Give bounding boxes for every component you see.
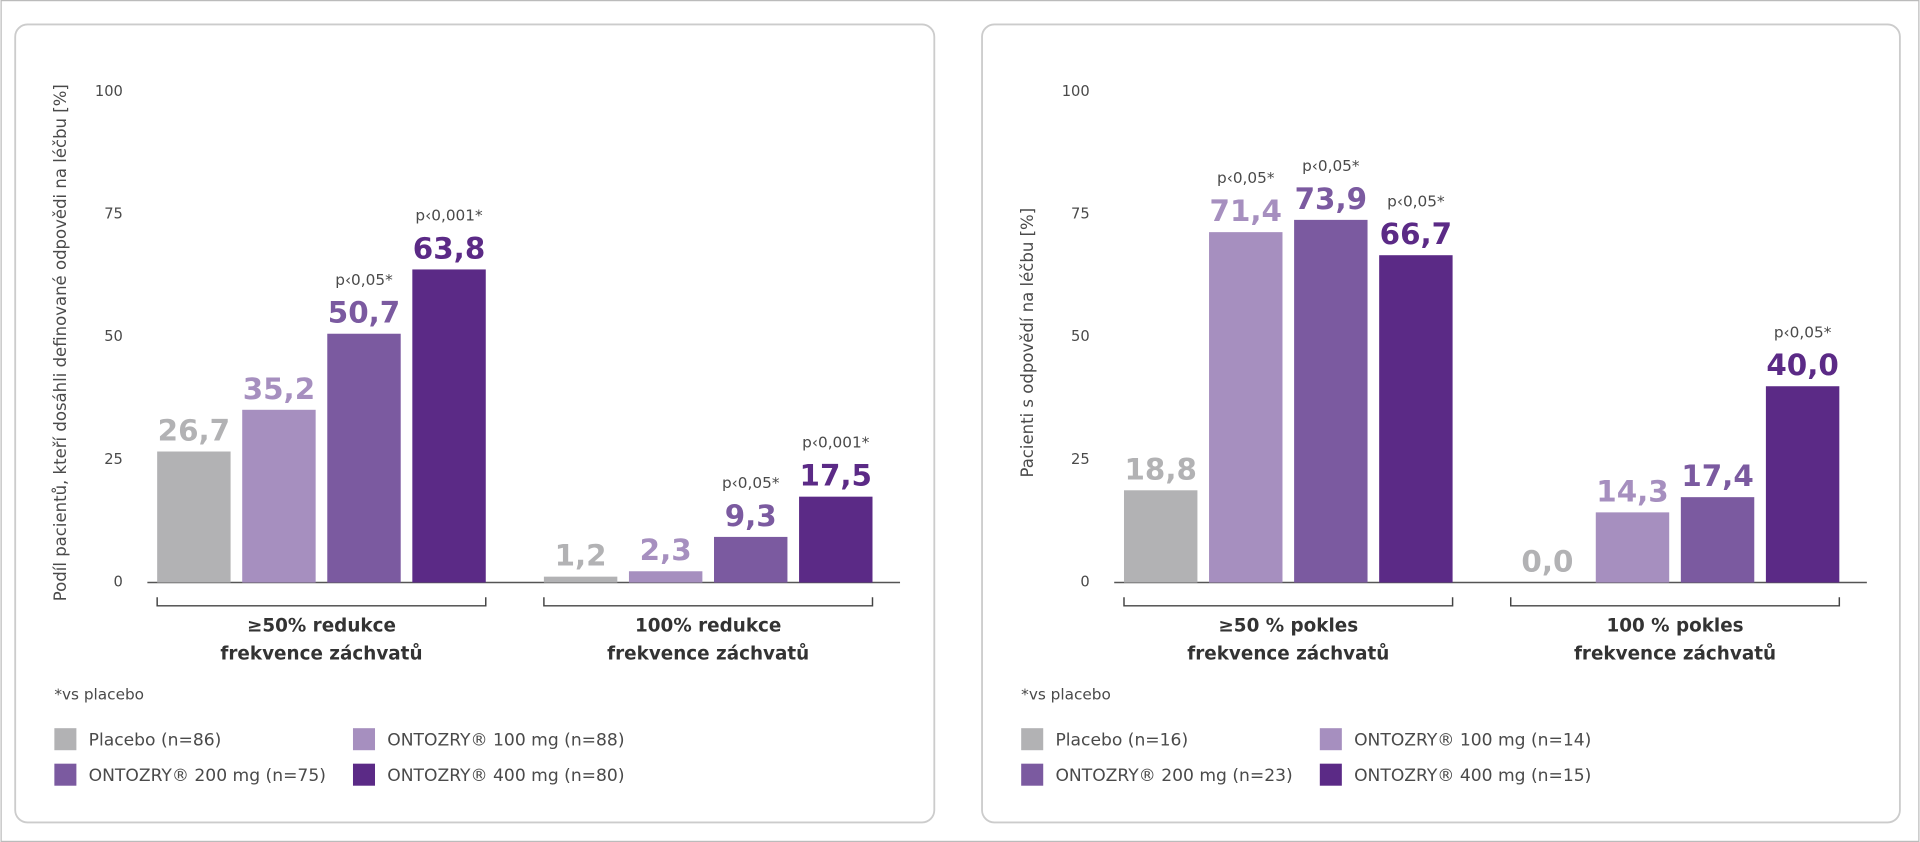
- value-label: 1,2: [555, 539, 607, 573]
- legend-label: ONTOZRY® 100 mg (n=88): [387, 730, 624, 750]
- y-tick-label: 50: [1071, 328, 1090, 345]
- value-label: 71,4: [1210, 194, 1282, 228]
- legend-swatch: [54, 728, 77, 751]
- legend-swatch: [1319, 728, 1342, 751]
- y-tick-label: 0: [114, 574, 123, 591]
- y-tick-label: 75: [1071, 205, 1090, 222]
- legend-swatch: [352, 728, 376, 751]
- bar: [1765, 386, 1840, 583]
- y-tick-label: 75: [104, 205, 123, 222]
- legend-label: Placebo (n=16): [1055, 730, 1188, 750]
- footnote: *vs placebo: [54, 686, 144, 704]
- bar: [628, 571, 703, 583]
- x-category-label-box: 100% redukce frekvence záchvatů: [607, 614, 810, 665]
- y-axis-label: Pacienti s odpovědí na léčbu [%]: [1018, 208, 1037, 478]
- bar: [1680, 497, 1755, 583]
- value-label: 40,0: [1766, 348, 1838, 382]
- value-label: 17,4: [1681, 459, 1753, 493]
- value-label: 66,7: [1380, 217, 1452, 251]
- p-value-label: p‹0,05*: [1302, 157, 1360, 175]
- value-label: 9,3: [725, 499, 777, 533]
- legend-label: ONTOZRY® 200 mg (n=75): [89, 766, 326, 786]
- bar: [543, 576, 618, 583]
- value-label: 2,3: [640, 533, 692, 567]
- bar: [1294, 219, 1368, 583]
- value-label: 0,0: [1521, 545, 1573, 579]
- legend-label: Placebo (n=86): [89, 730, 222, 750]
- bracket: [156, 597, 487, 607]
- x-category-label-box: ≥50% redukce frekvence záchvatů: [220, 614, 423, 665]
- bar: [714, 536, 788, 583]
- bar: [327, 333, 401, 583]
- y-tick-label: 25: [1071, 451, 1090, 468]
- footnote: *vs placebo: [1021, 686, 1111, 704]
- value-label: 35,2: [243, 372, 315, 406]
- bar: [799, 496, 873, 583]
- y-tick-label: 50: [104, 328, 123, 345]
- x-category-label: ≥50% redukce frekvence záchvatů: [220, 614, 423, 665]
- bar: [242, 409, 316, 583]
- p-value-label: p‹0,05*: [1774, 323, 1832, 341]
- legend-label: ONTOZRY® 100 mg (n=14): [1354, 730, 1591, 750]
- legend-swatch: [1319, 763, 1342, 786]
- legend-swatch: [352, 763, 376, 786]
- y-tick-label: 100: [95, 83, 123, 100]
- bracket: [1123, 597, 1454, 607]
- bar: [1209, 232, 1283, 583]
- bracket: [1509, 597, 1841, 607]
- p-value-label: p‹0,05*: [1387, 192, 1445, 210]
- p-value-label: p‹0,05*: [722, 474, 780, 492]
- y-tick-label: 25: [104, 451, 123, 468]
- value-label: 14,3: [1596, 474, 1668, 508]
- p-value-label: p‹0,05*: [335, 271, 393, 289]
- bar: [412, 269, 486, 583]
- bracket: [543, 597, 874, 607]
- legend-label: ONTOZRY® 200 mg (n=23): [1055, 766, 1292, 786]
- value-label: 50,7: [328, 296, 400, 330]
- y-tick-label: 0: [1080, 574, 1089, 591]
- x-category-label-box: 100 % pokles frekvence záchvatů: [1573, 614, 1777, 665]
- value-label: 18,8: [1124, 452, 1196, 486]
- bar: [1379, 255, 1453, 583]
- y-tick-label: 100: [1062, 83, 1090, 100]
- x-category-label-box: ≥50 % pokles frekvence záchvatů: [1187, 614, 1390, 665]
- legend-label: ONTOZRY® 400 mg (n=80): [387, 766, 624, 786]
- value-label: 73,9: [1295, 182, 1367, 216]
- value-label: 63,8: [413, 231, 485, 265]
- bar: [157, 451, 231, 583]
- y-axis-label: Podíl pacientů, kteří dosáhli definované…: [51, 84, 70, 601]
- bar: [1595, 512, 1670, 583]
- legend-swatch: [54, 763, 77, 786]
- legend-swatch: [1021, 763, 1044, 786]
- value-label: 26,7: [158, 413, 230, 447]
- p-value-label: p‹0,001*: [415, 206, 483, 224]
- p-value-label: p‹0,05*: [1217, 169, 1275, 187]
- x-category-label: ≥50 % pokles frekvence záchvatů: [1187, 614, 1390, 665]
- x-category-label: 100% redukce frekvence záchvatů: [607, 614, 810, 665]
- value-label: 17,5: [800, 459, 872, 493]
- bar: [1123, 490, 1198, 583]
- x-category-label: 100 % pokles frekvence záchvatů: [1573, 614, 1777, 665]
- legend-label: ONTOZRY® 400 mg (n=15): [1354, 766, 1591, 786]
- p-value-label: p‹0,001*: [802, 434, 870, 452]
- legend-swatch: [1021, 728, 1044, 751]
